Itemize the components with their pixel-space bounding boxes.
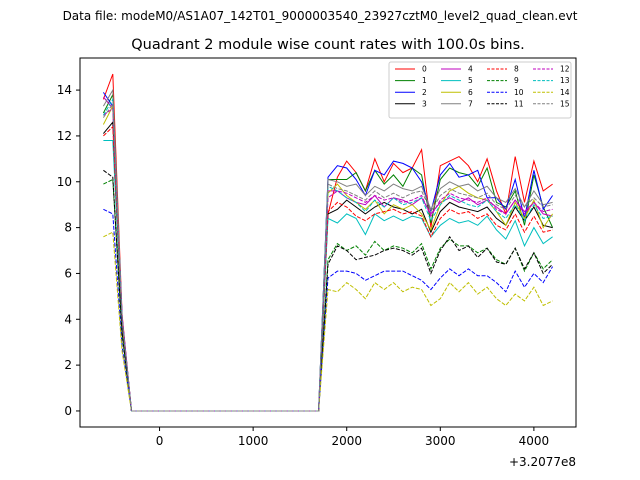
y-tick-label: 10 bbox=[57, 175, 72, 189]
legend-label: 11 bbox=[514, 99, 524, 108]
legend-label: 8 bbox=[514, 65, 519, 74]
legend-label: 14 bbox=[560, 88, 570, 97]
legend-label: 15 bbox=[560, 99, 570, 108]
series-line-8 bbox=[103, 125, 553, 412]
series-line-6 bbox=[102, 104, 554, 412]
y-tick-label: 0 bbox=[64, 404, 72, 418]
legend-label: 12 bbox=[560, 65, 570, 74]
legend-label: 9 bbox=[514, 76, 519, 85]
legend-label: 0 bbox=[422, 65, 427, 74]
legend-label: 10 bbox=[514, 88, 524, 97]
y-tick-label: 8 bbox=[64, 221, 72, 235]
x-tick-label: 1000 bbox=[238, 434, 269, 448]
x-tick-label: 4000 bbox=[519, 434, 550, 448]
legend-label: 1 bbox=[422, 76, 427, 85]
y-tick-label: 12 bbox=[57, 129, 72, 143]
series-line-10 bbox=[103, 208, 554, 412]
series-line-15 bbox=[102, 102, 553, 412]
x-tick-label: 0 bbox=[156, 434, 164, 448]
series-line-14 bbox=[103, 231, 553, 412]
plot-frame bbox=[79, 57, 577, 428]
y-tick-label: 4 bbox=[64, 312, 72, 326]
y-tick-label: 14 bbox=[57, 83, 72, 97]
y-tick-label: 6 bbox=[64, 266, 72, 280]
x-tick-label: 2000 bbox=[331, 434, 362, 448]
legend-label: 7 bbox=[468, 99, 473, 108]
series-line-1 bbox=[102, 92, 554, 412]
y-tick-label: 2 bbox=[64, 358, 72, 372]
series-line-9 bbox=[103, 178, 553, 412]
legend-label: 3 bbox=[422, 99, 427, 108]
chart-suptitle: Data file: modeM0/AS1A07_142T01_90000035… bbox=[63, 9, 578, 23]
legend-label: 5 bbox=[468, 76, 473, 85]
legend-label: 6 bbox=[468, 88, 473, 97]
series-line-4 bbox=[103, 96, 553, 412]
legend-label: 4 bbox=[468, 65, 473, 74]
series-line-13 bbox=[102, 97, 553, 412]
series-line-0 bbox=[102, 73, 553, 412]
legend-label: 13 bbox=[560, 76, 570, 85]
legend-box bbox=[388, 61, 572, 119]
legend-label: 2 bbox=[422, 88, 427, 97]
series-line-2 bbox=[102, 92, 554, 412]
chart-title: Quadrant 2 module wise count rates with … bbox=[131, 37, 525, 53]
x-tick-label: 3000 bbox=[425, 434, 456, 448]
series-line-12 bbox=[103, 107, 553, 412]
x-offset-label: +3.2077e8 bbox=[509, 455, 576, 469]
